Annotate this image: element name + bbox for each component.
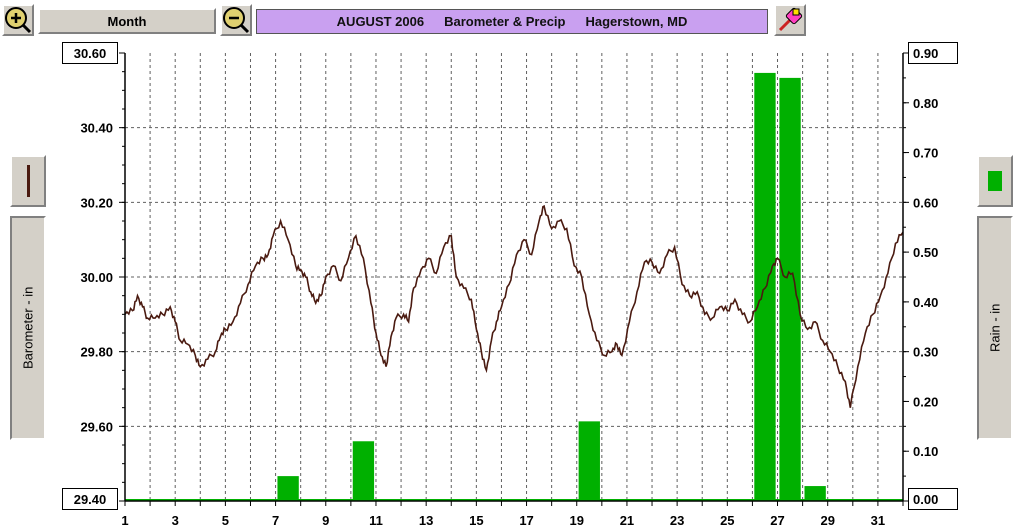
left-axis-top-value: 30.60 — [62, 42, 118, 64]
x-tick-label: 15 — [469, 513, 483, 528]
right-tick-label: 0.30 — [913, 345, 938, 360]
zoom-out-button[interactable] — [220, 4, 252, 36]
period-button[interactable]: Month — [38, 8, 216, 34]
right-axis-top-value: 0.90 — [908, 42, 958, 64]
barometer-line — [124, 204, 904, 408]
left-tick-label: 30.20 — [80, 195, 113, 210]
barometer-legend-swatch[interactable] — [10, 155, 46, 207]
right-tick-label: 0.70 — [913, 146, 938, 161]
x-tick-label: 25 — [720, 513, 734, 528]
x-tick-label: 9 — [322, 513, 329, 528]
right-tick-label: 0.60 — [913, 195, 938, 210]
x-tick-label: 17 — [519, 513, 533, 528]
rain-bar — [804, 486, 826, 501]
zoom-in-icon — [5, 7, 32, 34]
left-axis-bottom-value: 29.40 — [62, 488, 118, 510]
right-tick-label: 0.20 — [913, 394, 938, 409]
zoom-out-icon — [223, 7, 250, 34]
x-tick-label: 21 — [620, 513, 634, 528]
right-tick-label: 0.80 — [913, 96, 938, 111]
x-tick-label: 31 — [871, 513, 885, 528]
rain-legend-swatch[interactable] — [977, 155, 1013, 207]
title-month: AUGUST 2006 — [336, 14, 425, 29]
left-tick-label: 29.80 — [80, 345, 113, 360]
x-tick-label: 1 — [121, 513, 128, 528]
x-tick-label: 3 — [172, 513, 179, 528]
rain-bar — [578, 421, 600, 501]
rain-bar — [277, 476, 299, 501]
rain-bar — [779, 77, 801, 501]
rain-bar — [352, 441, 375, 501]
x-tick-label: 13 — [419, 513, 433, 528]
zoom-in-button[interactable] — [2, 4, 34, 36]
left-tick-label: 30.40 — [80, 121, 113, 136]
left-tick-label: 29.60 — [80, 419, 113, 434]
chart-title: AUGUST 2006 Barometer & Precip Hagerstow… — [256, 9, 768, 34]
x-tick-label: 23 — [670, 513, 684, 528]
right-tick-label: 0.10 — [913, 444, 938, 459]
right-tick-label: 0.50 — [913, 245, 938, 260]
x-tick-label: 29 — [820, 513, 834, 528]
x-tick-label: 27 — [770, 513, 784, 528]
tool-button[interactable] — [774, 4, 806, 36]
right-tick-label: 0.40 — [913, 295, 938, 310]
left-tick-label: 30.00 — [80, 270, 113, 285]
x-tick-label: 7 — [272, 513, 279, 528]
title-location: Hagerstown, MD — [585, 14, 688, 29]
right-axis-bottom-value: 0.00 — [908, 488, 958, 510]
x-tick-label: 19 — [570, 513, 584, 528]
barometer-line-swatch — [26, 165, 30, 197]
rain-bar-swatch — [988, 171, 1002, 191]
x-tick-label: 5 — [222, 513, 229, 528]
x-tick-label: 11 — [369, 513, 383, 528]
eraser-pen-icon — [778, 7, 803, 32]
period-label: Month — [107, 13, 147, 29]
title-series: Barometer & Precip — [444, 14, 566, 29]
